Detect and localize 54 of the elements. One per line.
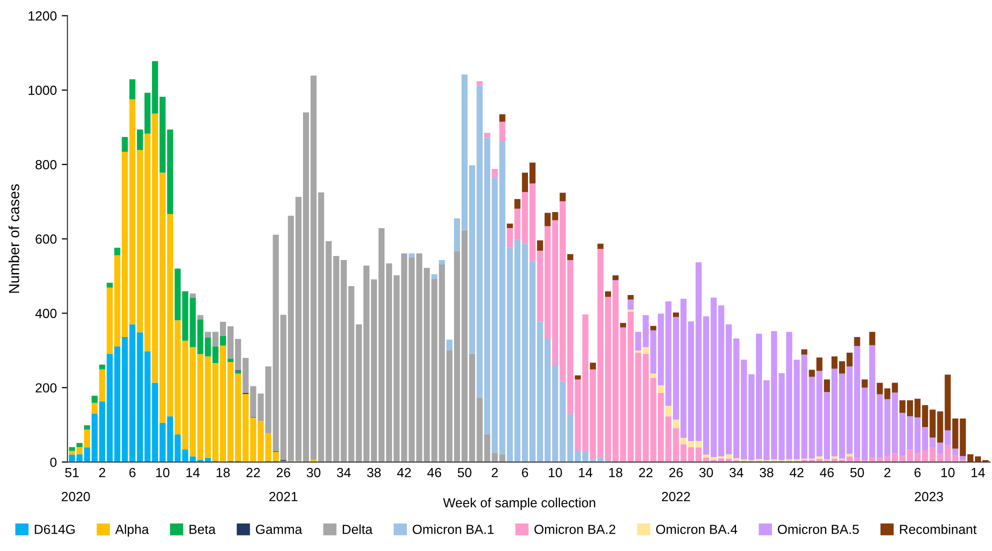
x-tick-label: 22: [246, 468, 260, 478]
legend-label: Beta: [190, 524, 216, 534]
legend-label: Gamma: [256, 524, 302, 534]
x-tick-label: 42: [790, 468, 804, 478]
x-axis-title: Week of sample collection: [443, 498, 596, 510]
x-tick-label: 30: [699, 468, 713, 478]
x-tick-label: 51: [65, 468, 79, 478]
x-tick-label: 18: [609, 468, 622, 478]
x-tick-label: 2: [884, 468, 890, 478]
text: 2023: [914, 492, 943, 502]
x-tick-label: 6: [522, 468, 528, 478]
y-tick-label: 600: [36, 234, 57, 244]
x-tick-label: 30: [306, 468, 320, 478]
legend-label: Omicron BA.2: [534, 524, 616, 534]
x-tick-label: 46: [820, 468, 834, 478]
x-tick-label: 22: [639, 468, 652, 478]
x-tick-label: 14: [579, 468, 592, 478]
x-tick-label: 42: [397, 468, 411, 478]
legend-label: Recombinant: [900, 524, 977, 534]
x-tick-label: 50: [850, 468, 864, 478]
y-tick-label: 400: [35, 308, 57, 318]
x-tick-label: 34: [730, 468, 744, 478]
y-axis-title: Number of cases: [8, 184, 20, 293]
x-tick-label: 38: [760, 468, 774, 478]
x-tick-label: 6: [129, 468, 136, 478]
x-tick-label: 26: [276, 468, 290, 478]
x-tick-label: 2: [492, 468, 498, 478]
x-tick-label: 34: [336, 468, 351, 478]
legend-label: Omicron BA.4: [656, 524, 738, 534]
x-tick-label: 50: [458, 468, 472, 478]
text: 2020: [62, 492, 90, 502]
legend-label: Alpha: [115, 524, 149, 537]
x-tick-label: 14: [972, 468, 985, 478]
x-tick-label: 10: [156, 468, 170, 478]
y-tick-label: 1000: [28, 86, 57, 95]
x-tick-label: 10: [548, 468, 562, 478]
y-tick-label: 1200: [28, 11, 57, 21]
legend-label: D614G: [34, 524, 75, 534]
legend-label: Omicron BA.5: [778, 524, 859, 534]
legend-label: Omicron BA.1: [412, 524, 494, 534]
x-tick-label: 46: [427, 468, 442, 478]
x-tick-label: 38: [367, 468, 381, 478]
x-tick-label: 2: [99, 468, 106, 478]
x-tick-label: 18: [216, 468, 230, 478]
y-tick-label: 800: [36, 160, 57, 170]
x-tick-label: 14: [186, 468, 200, 478]
text: 2021: [269, 492, 298, 502]
x-tick-label: 10: [941, 468, 955, 478]
legend-label: Delta: [342, 524, 373, 534]
y-tick-label: 0: [50, 458, 57, 467]
x-tick-label: 6: [914, 468, 921, 478]
x-tick-label: 26: [669, 468, 683, 478]
text: 2022: [662, 492, 690, 502]
y-tick-label: 200: [36, 383, 57, 393]
